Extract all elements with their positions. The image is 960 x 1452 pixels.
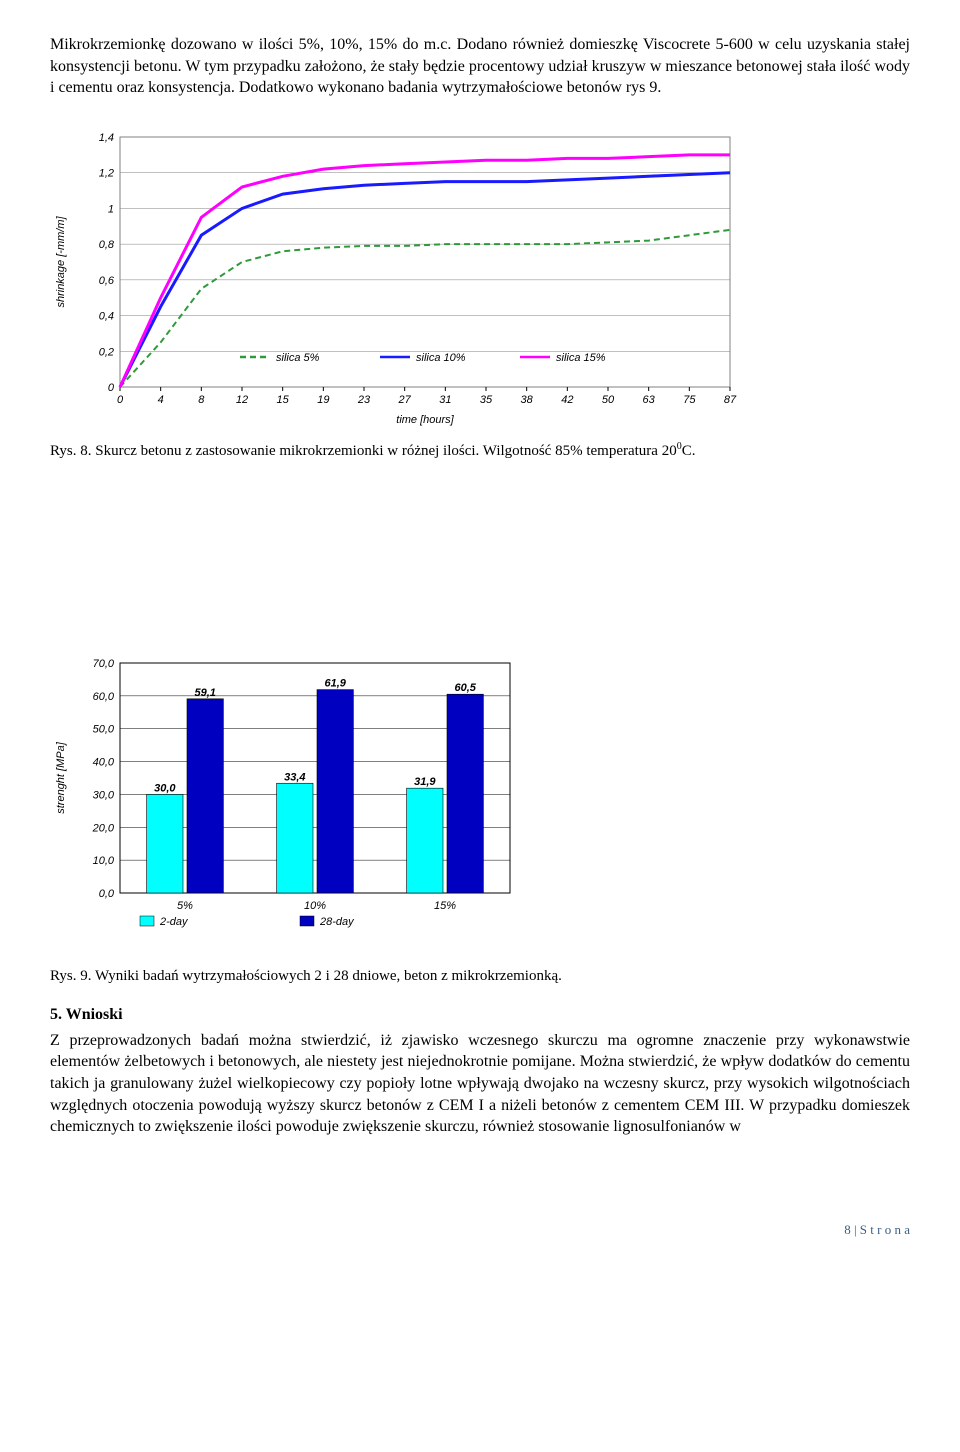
svg-text:silica 10%: silica 10%: [416, 352, 466, 364]
svg-text:31,9: 31,9: [414, 776, 436, 788]
svg-text:4: 4: [158, 394, 164, 406]
svg-text:23: 23: [357, 394, 371, 406]
svg-text:0,4: 0,4: [99, 310, 114, 322]
svg-text:28-day: 28-day: [319, 916, 355, 928]
svg-text:2-day: 2-day: [159, 916, 189, 928]
svg-text:10,0: 10,0: [93, 855, 115, 867]
svg-text:20,0: 20,0: [92, 822, 115, 834]
svg-text:30,0: 30,0: [93, 789, 115, 801]
svg-text:0,8: 0,8: [99, 239, 115, 251]
svg-text:5%: 5%: [177, 900, 193, 912]
svg-text:shrinkage [-mm/m]: shrinkage [-mm/m]: [55, 215, 67, 307]
page-footer: 8 | S t r o n a: [50, 1222, 910, 1238]
svg-text:87: 87: [724, 394, 737, 406]
figure-9-caption: Rys. 9. Wyniki badań wytrzymałościowych …: [50, 966, 910, 986]
svg-text:63: 63: [643, 394, 656, 406]
svg-text:60,0: 60,0: [93, 691, 115, 703]
svg-text:8: 8: [198, 394, 205, 406]
svg-text:35: 35: [480, 394, 493, 406]
svg-text:silica 5%: silica 5%: [276, 352, 320, 364]
shrinkage-line-chart: 0 0,2 0,4 0,6 0,8 1 1,2 1,4 0 4 8 12 15 19 23 27 31 35 38 4…: [50, 127, 910, 432]
figure-8-caption: Rys. 8. Skurcz betonu z zastosowanie mik…: [50, 440, 910, 461]
svg-text:61,9: 61,9: [324, 678, 346, 690]
svg-text:1,2: 1,2: [99, 167, 114, 179]
svg-text:38: 38: [521, 394, 534, 406]
svg-text:60,5: 60,5: [454, 682, 476, 694]
svg-text:0,0: 0,0: [99, 888, 115, 900]
svg-text:27: 27: [398, 394, 412, 406]
svg-text:19: 19: [317, 394, 329, 406]
svg-text:42: 42: [561, 394, 573, 406]
svg-text:10%: 10%: [304, 900, 326, 912]
svg-text:31: 31: [439, 394, 451, 406]
svg-text:time [hours]: time [hours]: [396, 414, 454, 426]
svg-text:strenght [MPa]: strenght [MPa]: [55, 741, 67, 813]
section-5-body: Z przeprowadzonych badań można stwierdzi…: [50, 1030, 910, 1138]
svg-text:30,0: 30,0: [154, 782, 176, 794]
svg-text:33,4: 33,4: [284, 771, 305, 783]
svg-text:50,0: 50,0: [93, 724, 115, 736]
svg-text:0: 0: [108, 382, 115, 394]
svg-text:1: 1: [108, 203, 114, 215]
svg-text:75: 75: [683, 394, 696, 406]
caption-text: Rys. 8. Skurcz betonu z zastosowanie mik…: [50, 443, 677, 459]
svg-text:70,0: 70,0: [93, 658, 115, 670]
svg-text:59,1: 59,1: [194, 687, 215, 699]
caption-suffix: C.: [682, 443, 696, 459]
svg-text:40,0: 40,0: [93, 757, 115, 769]
svg-text:15: 15: [277, 394, 290, 406]
svg-text:silica 15%: silica 15%: [556, 352, 606, 364]
svg-text:0,6: 0,6: [99, 275, 115, 287]
section-5-heading: 5. Wnioski: [50, 1006, 123, 1023]
strength-bar-chart: 0,0 10,0 20,0 30,0 40,0 50,0 60,0 70,0 strenght …: [50, 653, 910, 958]
svg-text:15%: 15%: [434, 900, 456, 912]
svg-text:1,4: 1,4: [99, 132, 114, 144]
intro-paragraph: Mikrokrzemionkę dozowano w ilości 5%, 10…: [50, 34, 910, 99]
svg-text:0: 0: [117, 394, 124, 406]
svg-text:0,2: 0,2: [99, 346, 114, 358]
svg-text:12: 12: [236, 394, 248, 406]
svg-text:50: 50: [602, 394, 615, 406]
